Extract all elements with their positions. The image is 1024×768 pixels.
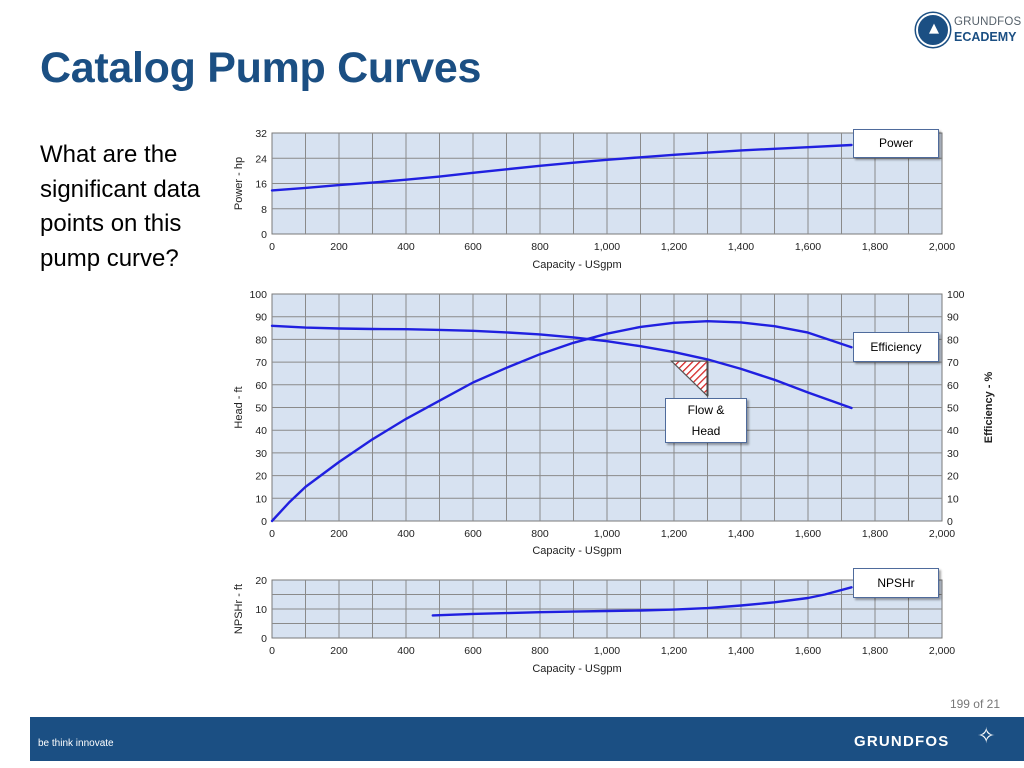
chart2-x-tick-label: 1,600: [795, 528, 821, 540]
chart3-y-tick-label: 0: [261, 633, 267, 645]
chart2-y-tick-label: 60: [255, 380, 267, 392]
chart2-y2-tick-label: 80: [947, 334, 959, 346]
chart1-x-tick-label: 0: [269, 241, 275, 253]
chart1-y-tick-label: 8: [261, 204, 267, 216]
graduation-cap-icon: ▲: [929, 21, 939, 36]
chart2-y2-tick-label: 100: [947, 289, 965, 301]
chart2-x-tick-label: 1,200: [661, 528, 687, 540]
power-curve: [270, 143, 853, 192]
chart1-x-tick-label: 2,000: [929, 241, 955, 253]
chart1-y-tick-label: 16: [255, 179, 267, 191]
page-number: 199 of 21: [949, 697, 1000, 711]
chart1-x-tick-label: 1,000: [594, 241, 620, 253]
chart1-x-tick-label: 600: [464, 241, 482, 253]
logo-text-line2: ECADEMY: [954, 30, 1017, 44]
chart1-x-tick-label: 1,200: [661, 241, 687, 253]
chart1-y-tick-label: 24: [255, 153, 267, 165]
chart2-x-tick-label: 0: [269, 528, 275, 540]
npshr-curve: [431, 586, 853, 617]
chart1-y-tick-label: 0: [261, 229, 267, 241]
chart2-x-tick-label: 1,000: [594, 528, 620, 540]
chart2-x-tick-label: 400: [397, 528, 415, 540]
chart2-x-tick-label: 200: [330, 528, 348, 540]
chart2-y2-tick-label: 70: [947, 357, 959, 369]
chart2-x-tick-label: 1,400: [728, 528, 754, 540]
logo-badge: ▲: [916, 13, 950, 47]
chart2-x-axis-label: Capacity - USgpm: [532, 545, 621, 557]
chart2-y2-tick-label: 10: [947, 493, 959, 505]
chart1-x-tick-label: 1,600: [795, 241, 821, 253]
chart1-x-tick-label: 800: [531, 241, 549, 253]
callout-power: Power: [853, 129, 939, 158]
chart1-y-tick-label: 32: [255, 128, 267, 140]
chart3-x-tick-label: 2,000: [929, 645, 955, 657]
chart3-x-tick-label: 600: [464, 645, 482, 657]
chart2-y-tick-label: 30: [255, 448, 267, 460]
question-text: What are the significant data points on …: [40, 141, 201, 272]
chart2-y2-axis-label: Efficiency - %: [983, 372, 995, 444]
chart3-x-tick-label: 1,400: [728, 645, 754, 657]
chart2-y-tick-label: 10: [255, 493, 267, 505]
chart3-y-tick-label: 10: [255, 604, 267, 616]
chart1-x-tick-label: 400: [397, 241, 415, 253]
chart3-y-tick-label: 20: [255, 575, 267, 587]
chart1-x-tick-label: 1,800: [862, 241, 888, 253]
chart3-x-tick-label: 1,000: [594, 645, 620, 657]
chart2-y2-tick-label: 30: [947, 448, 959, 460]
callout-npshr: NPSHr: [853, 568, 939, 598]
chart2-y2-tick-label: 50: [947, 403, 959, 415]
chart2-y2-tick-label: 0: [947, 516, 953, 528]
chart2-y-tick-label: 40: [255, 425, 267, 437]
chart3-x-tick-label: 400: [397, 645, 415, 657]
chart3-x-tick-label: 1,600: [795, 645, 821, 657]
chart2-y-tick-label: 50: [255, 403, 267, 415]
chart2-y-axis-label: Head - ft: [233, 386, 245, 428]
chart1-y-axis-label: Power - hp: [233, 157, 245, 210]
chart3-x-axis-label: Capacity - USgpm: [532, 663, 621, 675]
chart3-x-tick-label: 0: [269, 645, 275, 657]
page-title: Catalog Pump Curves: [40, 44, 482, 92]
chart3-x-tick-label: 800: [531, 645, 549, 657]
chart2-y-tick-label: 20: [255, 471, 267, 483]
chart2-x-tick-label: 2,000: [929, 528, 955, 540]
chart2-y-tick-label: 100: [249, 289, 267, 301]
head-curve: [270, 324, 853, 410]
chart1-x-tick-label: 200: [330, 241, 348, 253]
footer-brand-logo: GRUNDFOS: [854, 733, 950, 750]
callout-efficiency: Efficiency: [853, 332, 939, 362]
logo-text-line1: GRUNDFOS: [954, 16, 1022, 28]
grundfos-man-icon: ✧: [977, 724, 996, 749]
chart1-x-axis-label: Capacity - USgpm: [532, 259, 621, 271]
chart2-x-tick-label: 1,800: [862, 528, 888, 540]
chart1-x-tick-label: 1,400: [728, 241, 754, 253]
chart2-y-tick-label: 90: [255, 312, 267, 324]
chart3-y-axis-label: NPSHr - ft: [233, 584, 245, 634]
chart2-y2-tick-label: 20: [947, 471, 959, 483]
chart2-y2-tick-label: 90: [947, 312, 959, 324]
chart2-y2-tick-label: 60: [947, 380, 959, 392]
chart2-y-tick-label: 0: [261, 516, 267, 528]
chart2-x-tick-label: 600: [464, 528, 482, 540]
chart3-x-tick-label: 200: [330, 645, 348, 657]
chart2-y-tick-label: 70: [255, 357, 267, 369]
ecademy-logo: ▲ GRUNDFOS ECADEMY: [916, 13, 1021, 49]
chart2-x-tick-label: 800: [531, 528, 549, 540]
footer-bar: be think innovate GRUNDFOS ✧: [30, 717, 1024, 761]
footer-tagline: be think innovate: [38, 738, 114, 749]
chart2-y-tick-label: 80: [255, 334, 267, 346]
chart3-x-tick-label: 1,800: [862, 645, 888, 657]
pump-curve-charts: 0 200 400 600 800 1,000 1,200 1,400 1,600 1,800 2,…: [233, 128, 995, 675]
chart2-y2-tick-label: 40: [947, 425, 959, 437]
efficiency-curve: [270, 320, 853, 523]
callout-flow-head: Flow & Head: [665, 398, 747, 443]
chart3-x-tick-label: 1,200: [661, 645, 687, 657]
